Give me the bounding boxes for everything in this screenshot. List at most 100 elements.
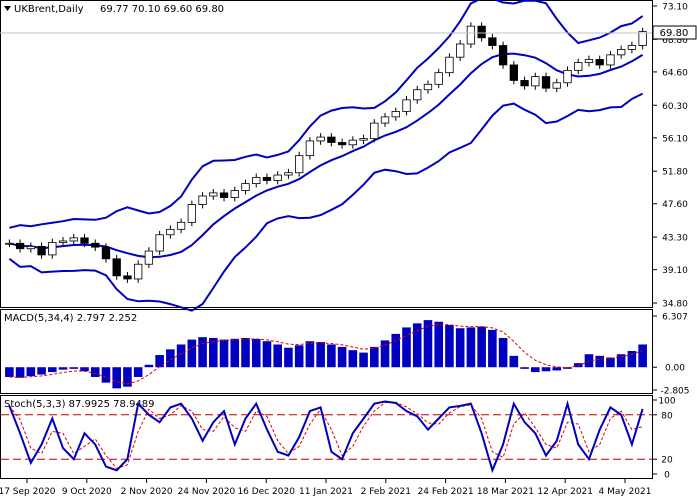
macd-bar [26, 367, 36, 377]
candle-body [187, 204, 196, 223]
candle-body [488, 37, 497, 46]
candle-body [58, 240, 68, 243]
stoch-tick-label: 100 [658, 397, 675, 407]
macd-bar [638, 344, 647, 368]
macd-bar [563, 367, 572, 369]
macd-bar [359, 352, 368, 368]
macd-histogram [5, 320, 647, 389]
main-price-panel[interactable] [0, 0, 653, 308]
macd-bar [251, 338, 261, 368]
candle-body [37, 245, 46, 256]
stoch-level-lines [1, 414, 652, 460]
macd-bar [520, 367, 529, 369]
macd-bar [209, 337, 218, 368]
macd-bar [69, 367, 79, 369]
macd-bar [37, 367, 46, 375]
candle-body [413, 89, 422, 101]
macd-bar [155, 355, 164, 368]
macd-bar [187, 339, 197, 368]
macd-bar [402, 327, 411, 368]
candle-body [434, 72, 443, 85]
candle-body [574, 62, 583, 71]
candle-body [209, 192, 218, 197]
candle-body [305, 140, 315, 157]
candle-body [230, 190, 239, 198]
macd-bar [198, 337, 207, 368]
price-tick-label: 60.30 [662, 102, 688, 112]
macd-bar [316, 342, 325, 368]
date-axis: 17 Sep 2020 9 Oct 2020 2 Nov 2020 24 Nov 20… [0, 479, 651, 497]
macd-signal-path [9, 323, 643, 385]
candle-body [295, 155, 304, 174]
date-tick-label: 24 Feb 2021 [418, 487, 474, 497]
candle-body [123, 275, 132, 280]
macd-axis: 6.307 0.00 -2.805 [653, 313, 690, 397]
stochastic-panel[interactable] [0, 395, 653, 479]
candle-body [101, 246, 111, 260]
macd-bar [305, 341, 315, 368]
macd-bar [573, 363, 583, 368]
candle-body [273, 174, 282, 181]
date-tick-label: 9 Oct 2020 [62, 487, 112, 497]
candle-body [391, 111, 400, 118]
macd-bar [391, 333, 401, 368]
lower-band-line [8, 92, 644, 312]
candle-body [606, 54, 615, 66]
macd-bar [370, 346, 379, 368]
macd-bar [15, 367, 25, 378]
date-tick-label: 24 Nov 2020 [178, 487, 236, 497]
stoch-axis: 100 80 20 0 [653, 397, 676, 481]
macd-bar [531, 367, 540, 373]
macd-bar [112, 367, 121, 389]
macd-tick-label: 0.00 [665, 364, 685, 374]
candle-body [241, 183, 250, 191]
macd-label: MACD(5,34,4) 2.797 2.252 [4, 313, 137, 324]
candle-body [456, 43, 465, 58]
price-tick-label: 73.10 [662, 3, 688, 13]
candle-body [155, 234, 164, 252]
price-tick-label: 68.80 [662, 36, 688, 46]
candle-body [26, 245, 35, 250]
date-tick-label: 18 Mar 2021 [477, 487, 534, 497]
candle-body [252, 176, 261, 184]
price-tick-label: 64.60 [662, 68, 688, 78]
candle-body [627, 45, 637, 50]
candle-body [477, 25, 486, 39]
stoch-signal-path [9, 401, 643, 469]
macd-bar [241, 337, 250, 368]
candle-body [198, 195, 207, 205]
macd-bar [219, 339, 229, 368]
candle-body [176, 221, 186, 230]
date-tick-label: 2 Nov 2020 [121, 487, 173, 497]
candle-body [348, 139, 357, 146]
symbol-label: UKBrent,Daily [14, 4, 84, 15]
candle-body [15, 242, 25, 250]
macd-bar [294, 345, 304, 368]
macd-bar [541, 367, 551, 372]
stoch-tick-label: 20 [661, 456, 673, 466]
current-price-box [652, 25, 697, 40]
stoch-lines [8, 399, 644, 474]
macd-bar [423, 320, 433, 368]
candle-body [563, 69, 572, 84]
macd-bar [230, 338, 240, 368]
candle-body [112, 258, 121, 277]
candle-body [80, 237, 89, 244]
candle-body [327, 136, 336, 143]
triangle-down-icon[interactable] [4, 6, 11, 11]
candle-body [380, 116, 390, 124]
macd-bar [80, 367, 89, 372]
bollinger-bands [8, 0, 644, 312]
candle-body [5, 242, 14, 245]
macd-bar [412, 323, 422, 368]
macd-bar [627, 350, 637, 368]
price-tick-label: 43.30 [662, 234, 688, 244]
macd-bar [166, 349, 175, 368]
ohlc-readout: 69.77 70.10 69.60 69.80 [100, 4, 224, 15]
macd-bar [509, 355, 519, 368]
candle-body [402, 99, 411, 112]
macd-bar [144, 364, 154, 368]
macd-bar [176, 344, 186, 368]
macd-bar [262, 341, 272, 368]
